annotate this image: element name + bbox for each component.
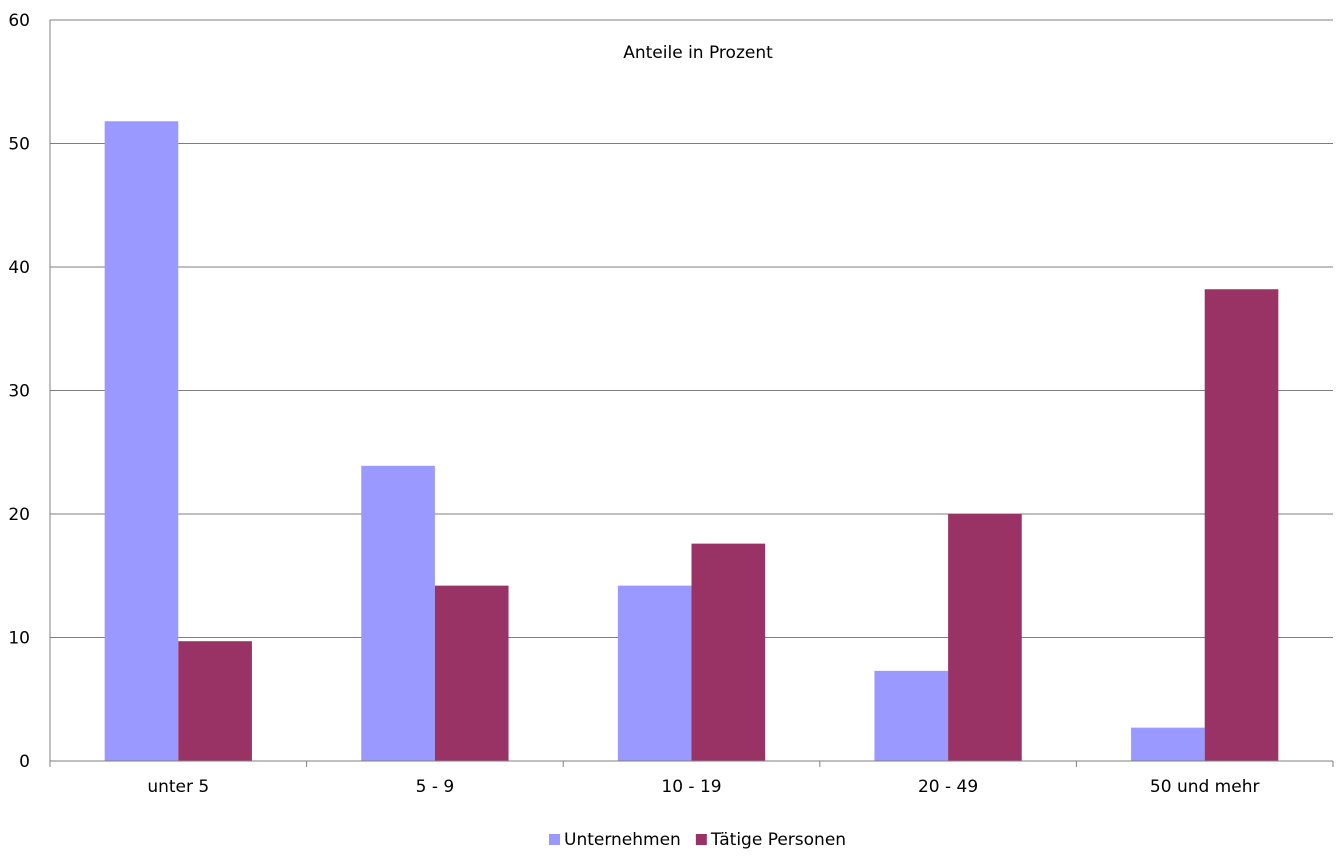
x-tick-label: 10 - 19 [661,777,721,797]
legend-label: Unternehmen [564,830,681,850]
x-tick-label: 50 und mehr [1150,777,1260,797]
gridlines [50,19,1333,638]
y-axis-ticks: 0 10 20 30 40 50 60 [8,11,30,772]
bar-taetige-personen [434,585,509,761]
x-tick-label: unter 5 [147,777,209,797]
y-tick-label: 50 [8,135,30,155]
bar-unternehmen [361,465,435,761]
x-tick-label: 5 - 9 [416,777,455,797]
bars [104,121,1279,761]
y-tick-label: 60 [8,11,30,31]
y-tick-label: 40 [8,258,30,278]
bar-unternehmen [104,121,179,761]
y-tick-label: 0 [19,752,30,772]
y-tick-label: 30 [8,382,30,402]
legend-label: Tätige Personen [710,830,846,850]
bar-unternehmen [1131,727,1205,761]
bar-taetige-personen [1204,289,1279,761]
x-axis-ticks: unter 5 5 - 9 10 - 19 20 - 49 50 und mehr [147,777,1259,797]
bar-taetige-personen [948,514,1022,761]
legend-swatch [695,834,707,845]
bar-unternehmen [874,670,949,761]
bar-taetige-personen [178,641,252,761]
chart-title: Anteile in Prozent [623,43,773,63]
legend-swatch [549,834,560,845]
bar-taetige-personen [691,543,766,761]
bar-unternehmen [617,585,692,761]
axes [49,20,1334,767]
y-tick-label: 20 [8,505,30,525]
y-tick-label: 10 [8,629,30,649]
x-tick-label: 20 - 49 [918,777,978,797]
legend: Unternehmen Tätige Personen [549,830,846,850]
